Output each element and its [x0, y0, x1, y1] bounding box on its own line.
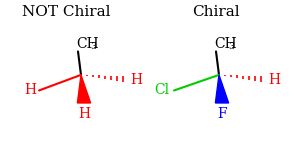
Text: H: H — [78, 107, 90, 121]
Text: H: H — [24, 83, 36, 98]
Text: Cl: Cl — [154, 83, 169, 98]
Polygon shape — [77, 75, 91, 103]
Text: H: H — [268, 73, 280, 87]
Text: Chiral: Chiral — [192, 5, 240, 19]
Text: H: H — [130, 73, 142, 87]
Text: NOT Chiral: NOT Chiral — [22, 5, 110, 19]
Polygon shape — [215, 75, 229, 103]
Text: CH: CH — [214, 37, 237, 51]
Text: 3: 3 — [228, 42, 235, 51]
Text: 3: 3 — [90, 42, 97, 51]
Text: CH: CH — [76, 37, 99, 51]
Text: F: F — [217, 107, 227, 121]
